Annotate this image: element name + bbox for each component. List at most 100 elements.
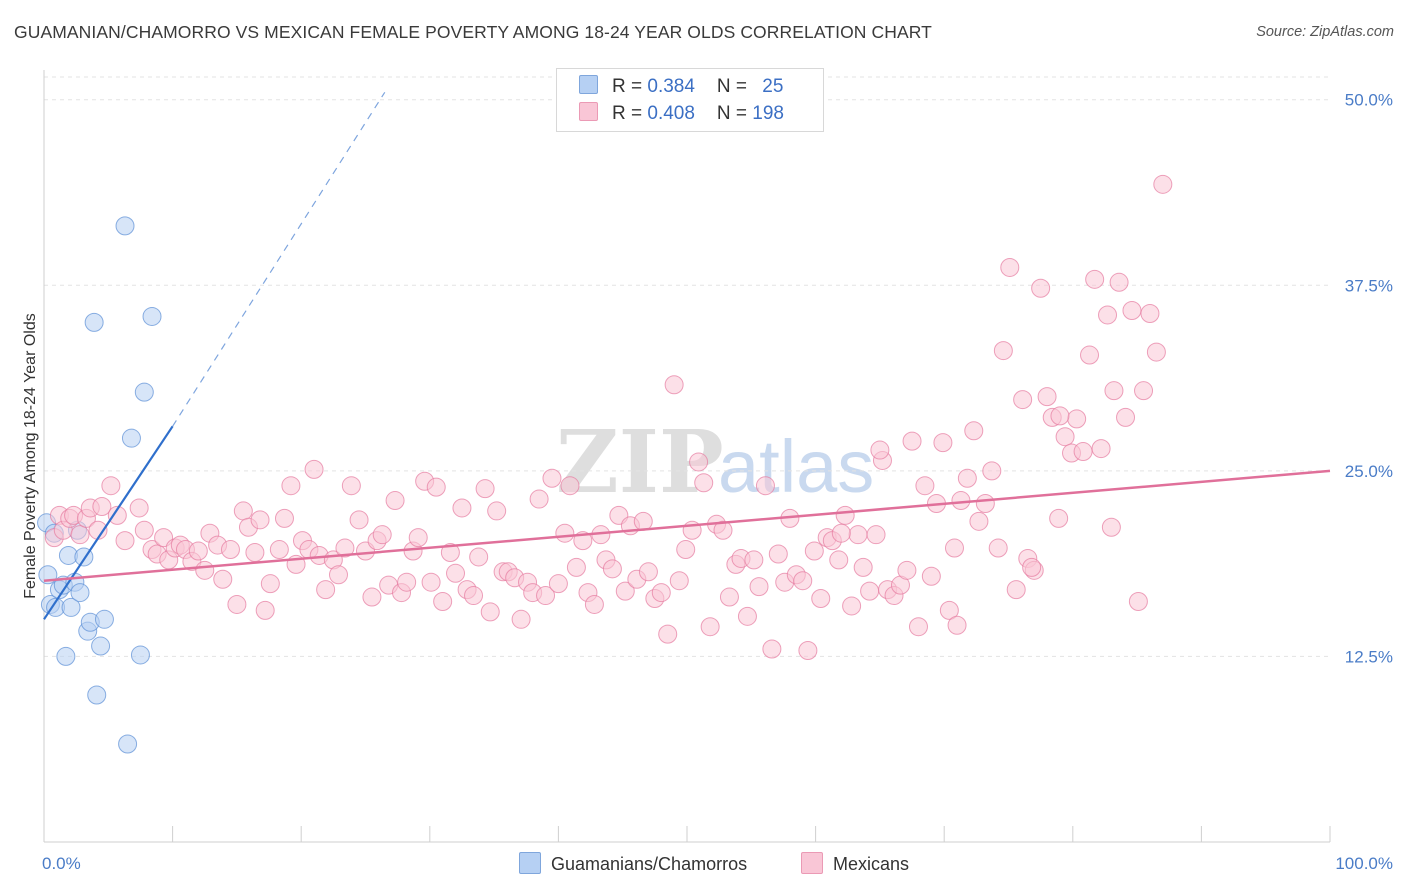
point-mexican bbox=[1006, 580, 1026, 600]
point-mexican bbox=[452, 498, 472, 518]
point-mexican bbox=[349, 510, 369, 530]
point-mexican bbox=[870, 440, 890, 460]
point-mexican bbox=[1140, 303, 1160, 323]
point-mexican bbox=[658, 624, 678, 644]
point-mexican bbox=[982, 461, 1002, 481]
point-mexican bbox=[328, 565, 348, 585]
series-swatch-guamanians bbox=[519, 852, 541, 874]
point-mexican bbox=[811, 589, 831, 609]
point-mexican bbox=[250, 510, 270, 530]
point-mexican bbox=[939, 600, 959, 620]
point-guamanian bbox=[61, 597, 81, 617]
series-legend-label: Guamanians/Chamorros bbox=[551, 854, 748, 874]
point-mexican bbox=[1000, 257, 1020, 277]
point-mexican bbox=[944, 538, 964, 558]
point-mexican bbox=[1134, 381, 1154, 401]
point-mexican bbox=[529, 489, 549, 509]
point-mexican bbox=[897, 560, 917, 580]
point-mexican bbox=[848, 525, 868, 545]
point-mexican bbox=[988, 538, 1008, 558]
point-mexican bbox=[915, 476, 935, 496]
y-tick-label: 37.5% bbox=[1345, 276, 1393, 295]
point-guamanian bbox=[118, 734, 138, 754]
n-label: N = bbox=[716, 103, 753, 124]
point-mexican bbox=[584, 594, 604, 614]
point-mexican bbox=[853, 557, 873, 577]
point-mexican bbox=[92, 496, 112, 516]
series-legend-mexicans[interactable]: Mexicans bbox=[801, 852, 909, 875]
point-mexican bbox=[475, 479, 495, 499]
point-mexican bbox=[188, 541, 208, 561]
point-mexican bbox=[566, 557, 586, 577]
point-guamanian bbox=[91, 636, 111, 656]
point-mexican bbox=[1037, 387, 1057, 407]
point-mexican bbox=[101, 476, 121, 496]
point-mexican bbox=[1116, 407, 1136, 427]
point-mexican bbox=[1067, 409, 1087, 429]
y-tick-label: 50.0% bbox=[1345, 91, 1393, 110]
point-guamanian bbox=[70, 583, 90, 603]
point-mexican bbox=[762, 639, 782, 659]
y-axis-label: Female Poverty Among 18-24 Year Olds bbox=[22, 313, 39, 599]
point-mexican bbox=[638, 562, 658, 582]
point-mexican bbox=[213, 569, 233, 589]
point-mexican bbox=[1049, 508, 1069, 528]
point-mexican bbox=[615, 581, 635, 601]
point-mexican bbox=[602, 559, 622, 579]
series-swatch-mexicans bbox=[801, 852, 823, 874]
point-guamanian bbox=[130, 645, 150, 665]
point-guamanian bbox=[121, 428, 141, 448]
point-mexican bbox=[440, 543, 460, 562]
point-mexican bbox=[260, 574, 280, 594]
point-mexican bbox=[993, 341, 1013, 361]
point-mexican bbox=[446, 563, 466, 583]
point-mexican bbox=[1101, 517, 1121, 537]
point-mexican bbox=[902, 431, 922, 451]
point-mexican bbox=[281, 476, 301, 496]
y-tick-label: 25.0% bbox=[1345, 462, 1393, 481]
point-guamanian bbox=[94, 609, 114, 629]
point-guamanian bbox=[115, 216, 135, 236]
series-legend-label: Mexicans bbox=[833, 854, 910, 874]
point-mexican bbox=[1122, 301, 1142, 321]
point-mexican bbox=[464, 586, 484, 606]
r-label: R = bbox=[612, 76, 648, 97]
point-mexican bbox=[511, 609, 531, 629]
point-mexican bbox=[1098, 305, 1118, 325]
source-label: Source: ZipAtlas.com bbox=[1256, 24, 1394, 40]
point-mexican bbox=[1013, 390, 1033, 410]
point-mexican bbox=[700, 617, 720, 637]
point-guamanian bbox=[134, 382, 154, 402]
point-mexican bbox=[107, 505, 127, 525]
point-mexican bbox=[1104, 381, 1124, 401]
point-mexican bbox=[969, 511, 989, 531]
point-mexican bbox=[560, 476, 580, 496]
point-mexican bbox=[433, 591, 453, 611]
legend-swatch-mexicans bbox=[579, 102, 598, 121]
point-mexican bbox=[957, 468, 977, 488]
point-mexican bbox=[1073, 442, 1093, 462]
point-mexican bbox=[921, 566, 941, 586]
point-mexican bbox=[793, 571, 813, 591]
point-mexican bbox=[555, 523, 575, 543]
point-mexican bbox=[362, 587, 382, 607]
point-mexican bbox=[220, 540, 240, 560]
point-mexican bbox=[1128, 591, 1148, 611]
series-legend-guamanians[interactable]: Guamanians/Chamorros bbox=[519, 852, 747, 875]
point-mexican bbox=[115, 531, 135, 551]
point-mexican bbox=[933, 433, 953, 453]
point-mexican bbox=[421, 572, 441, 592]
point-mexican bbox=[70, 525, 90, 545]
point-mexican bbox=[536, 586, 556, 606]
point-mexican bbox=[408, 528, 428, 548]
n-value-guamanians: 25 bbox=[762, 76, 784, 97]
r-value-guamanians: 0.384 bbox=[647, 76, 695, 97]
point-mexican bbox=[689, 452, 709, 472]
legend-swatch-guamanians bbox=[579, 75, 598, 94]
point-mexican bbox=[1153, 174, 1173, 194]
point-mexican bbox=[804, 541, 824, 561]
chart-title: GUAMANIAN/CHAMORRO VS MEXICAN FEMALE POV… bbox=[14, 22, 932, 42]
point-mexican bbox=[1055, 427, 1075, 447]
point-mexican bbox=[835, 505, 855, 525]
point-mexican bbox=[1080, 345, 1100, 365]
